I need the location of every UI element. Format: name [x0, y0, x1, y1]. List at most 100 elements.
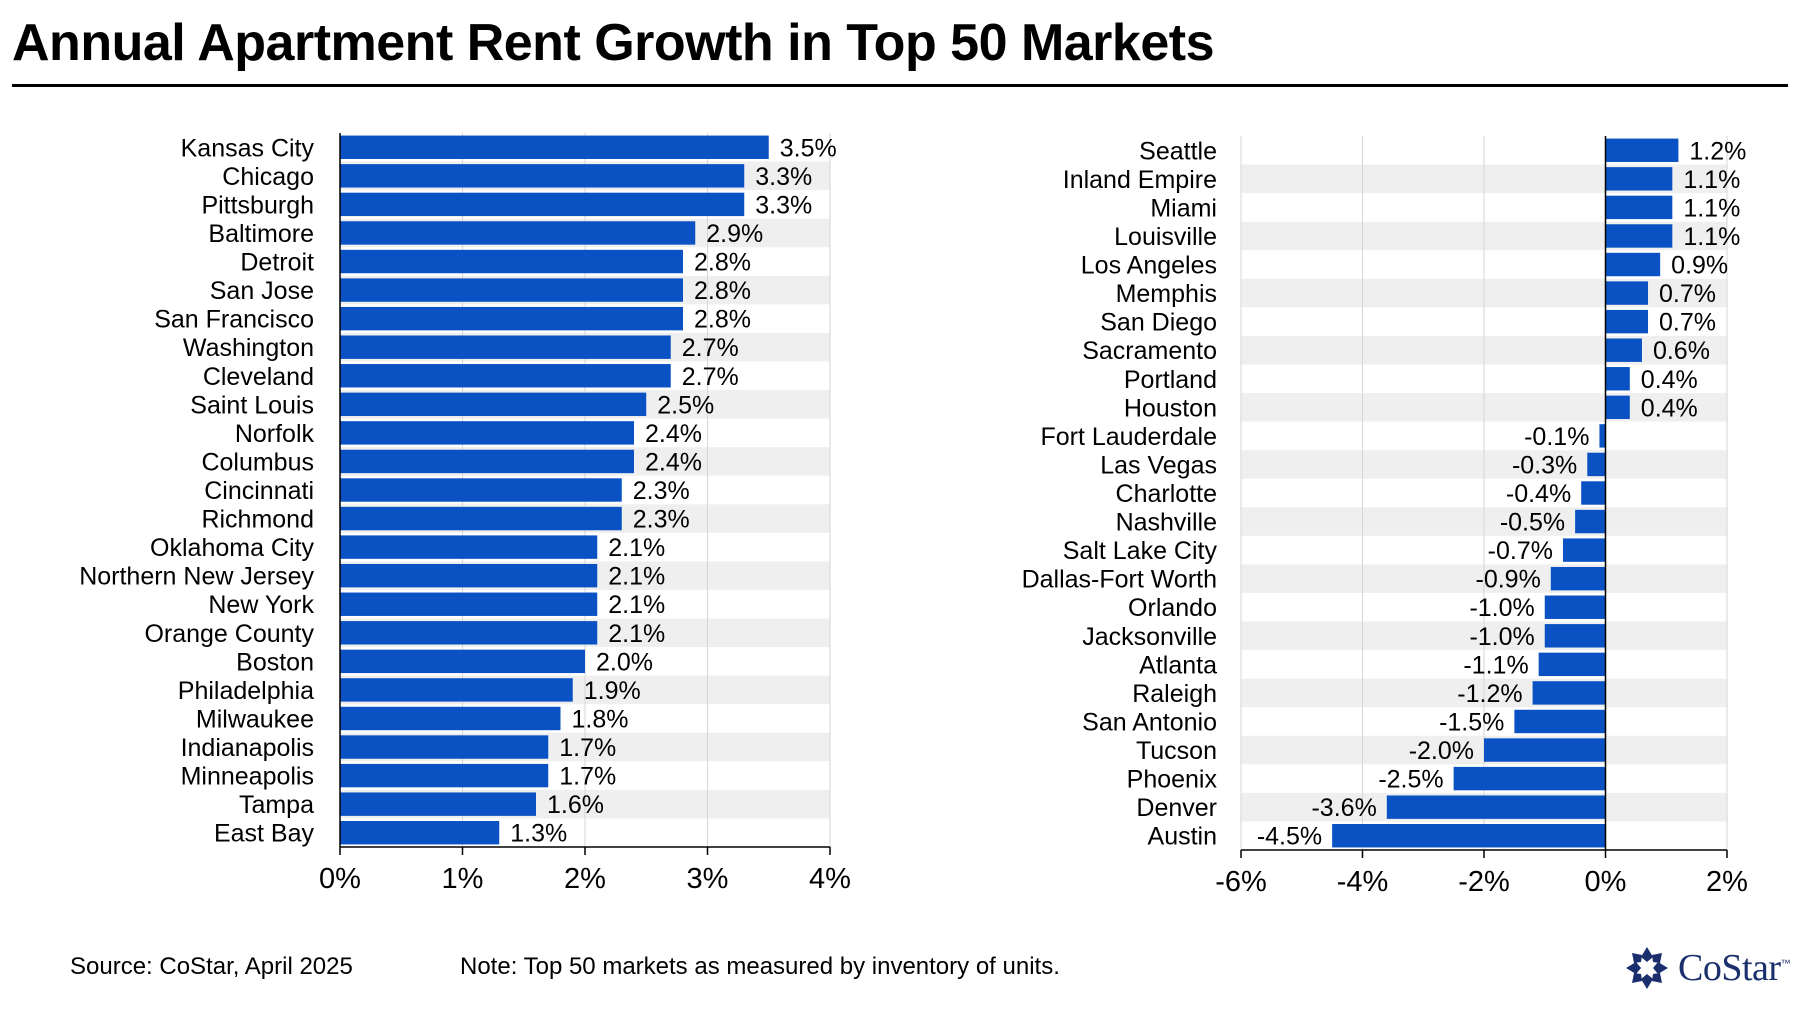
data-label: 2.1% — [608, 563, 665, 591]
data-label: 1.1% — [1683, 194, 1740, 222]
data-label: 2.4% — [645, 420, 702, 448]
bar-cleveland — [340, 364, 671, 388]
category-label: Charlotte — [1116, 480, 1217, 508]
category-label: Detroit — [240, 249, 314, 277]
category-label: Houston — [1124, 394, 1217, 422]
category-label: Orange County — [144, 620, 314, 648]
data-label: -1.1% — [1463, 651, 1528, 679]
methodology-note: Note: Top 50 markets as measured by inve… — [460, 953, 1060, 980]
data-label: 3.3% — [755, 191, 812, 219]
data-label: 0.4% — [1641, 394, 1698, 422]
bar-orlando — [1544, 595, 1606, 619]
data-label: 1.1% — [1683, 166, 1740, 194]
bar-kansas-city — [340, 135, 769, 159]
bar-inland-empire — [1605, 167, 1673, 191]
data-label: 0.9% — [1671, 252, 1728, 280]
category-label: Milwaukee — [196, 705, 314, 733]
data-label: 2.8% — [694, 306, 751, 334]
category-label: Columbus — [201, 448, 314, 476]
data-label: -0.7% — [1488, 537, 1553, 565]
data-label: -1.0% — [1469, 594, 1534, 622]
bar-sacramento — [1605, 338, 1642, 362]
bar-detroit — [340, 249, 683, 274]
category-label: Las Vegas — [1100, 451, 1217, 479]
category-label: Portland — [1124, 366, 1217, 394]
logo-text: CoStar — [1678, 947, 1781, 989]
bar-indianapolis — [340, 735, 549, 759]
data-label: -4.5% — [1257, 823, 1322, 851]
data-label: 2.8% — [694, 249, 751, 277]
bar-salt-lake-city — [1562, 538, 1606, 562]
bar-los-angeles — [1605, 252, 1661, 277]
bar-seattle — [1605, 138, 1679, 162]
tick-label: 3% — [687, 863, 729, 895]
bar-orange-county — [340, 621, 598, 645]
category-label: Atlanta — [1139, 651, 1217, 679]
category-label: Sacramento — [1082, 337, 1217, 365]
data-label: 1.2% — [1689, 137, 1746, 165]
right-bar-chart: Seattle 1.2% Inland Empire 1.1% Miami 1.1% Lou… — [1022, 136, 1748, 898]
category-label: Indianapolis — [181, 734, 314, 762]
category-label: Tucson — [1136, 737, 1217, 765]
category-label: Boston — [236, 648, 314, 676]
bar-pittsburgh — [340, 192, 745, 217]
bar-fort-lauderdale — [1599, 424, 1606, 448]
bar-norfolk — [340, 421, 634, 445]
category-label: Raleigh — [1132, 680, 1217, 708]
data-label: -2.0% — [1409, 737, 1474, 765]
category-label: San Antonio — [1082, 708, 1217, 736]
bar-boston — [340, 649, 585, 674]
bar-charlotte — [1581, 481, 1606, 505]
bar-atlanta — [1538, 652, 1606, 677]
data-label: 2.7% — [682, 334, 739, 362]
bar-louisville — [1605, 224, 1673, 248]
data-label: 2.1% — [608, 620, 665, 648]
category-label: Baltimore — [208, 220, 314, 248]
category-label: Richmond — [201, 506, 314, 534]
category-label: Inland Empire — [1063, 166, 1217, 194]
data-label: 0.6% — [1653, 337, 1710, 365]
data-label: 2.5% — [657, 391, 714, 419]
category-label: Philadelphia — [178, 677, 314, 705]
bar-denver — [1386, 795, 1606, 819]
tick-label: 2% — [1706, 866, 1748, 898]
category-label: Memphis — [1116, 280, 1217, 308]
bar-las-vegas — [1587, 452, 1606, 477]
tick-label: 0% — [319, 863, 361, 895]
bar-dallas-fort-worth — [1550, 566, 1606, 591]
bar-baltimore — [340, 221, 696, 245]
tick-label: -2% — [1458, 866, 1510, 898]
data-label: -3.6% — [1311, 794, 1376, 822]
bar-san-francisco — [340, 306, 683, 331]
data-label: 2.4% — [645, 448, 702, 476]
tick-label: 2% — [564, 863, 606, 895]
logo-trademark: ™ — [1780, 958, 1791, 970]
bar-memphis — [1605, 281, 1649, 305]
category-label: Northern New Jersey — [79, 563, 314, 591]
data-label: 1.1% — [1683, 223, 1740, 251]
bar-cincinnati — [340, 478, 622, 502]
category-label: East Bay — [214, 820, 315, 848]
category-label: Cleveland — [203, 363, 314, 391]
data-label: 1.6% — [547, 791, 604, 819]
category-label: Minneapolis — [181, 763, 314, 791]
data-label: 2.7% — [682, 363, 739, 391]
category-label: Dallas-Fort Worth — [1022, 566, 1217, 594]
category-label: Norfolk — [235, 420, 315, 448]
tick-label: -4% — [1337, 866, 1389, 898]
data-label: -0.4% — [1506, 480, 1571, 508]
data-label: -2.5% — [1378, 766, 1443, 794]
bar-milwaukee — [340, 706, 561, 731]
category-label: Kansas City — [181, 134, 315, 162]
bar-miami — [1605, 195, 1673, 220]
bar-raleigh — [1532, 681, 1606, 705]
data-label: 0.7% — [1659, 309, 1716, 337]
left-bar-chart: Kansas City 3.5% Chicago 3.3% Pittsburgh 3.3%… — [79, 133, 851, 895]
category-label: Los Angeles — [1081, 252, 1217, 280]
category-label: Pittsburgh — [201, 191, 314, 219]
bar-san-antonio — [1514, 709, 1606, 734]
data-label: 3.5% — [780, 134, 837, 162]
category-label: Saint Louis — [190, 391, 314, 419]
category-label: Phoenix — [1127, 766, 1218, 794]
bar-tucson — [1484, 738, 1606, 762]
